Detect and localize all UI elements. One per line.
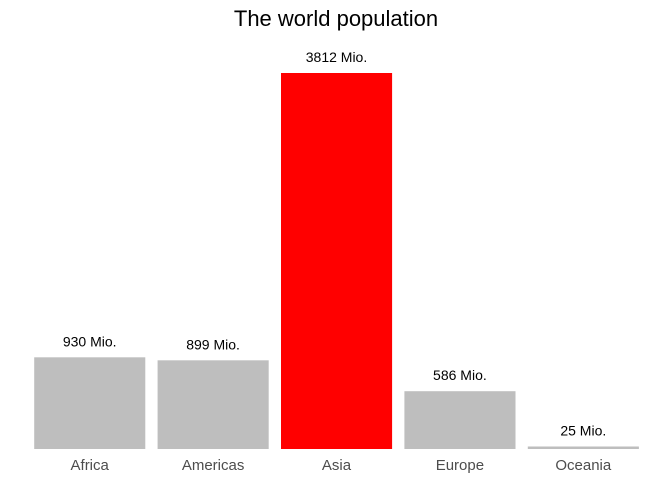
x-tick-label-americas: Americas [182, 457, 245, 474]
bar-americas [157, 360, 269, 449]
x-tick-label-oceania: Oceania [555, 457, 612, 474]
data-labels-group: 930 Mio. 899 Mio. 3812 Mio. 586 Mio. 25 Mio. [63, 49, 606, 439]
bar-asia [281, 73, 393, 449]
x-tick-label-europe: Europe [436, 457, 484, 474]
bar-africa [34, 357, 146, 449]
bars-group [34, 73, 639, 449]
data-label-oceania: 25 Mio. [560, 423, 606, 439]
chart-title: The world population [234, 6, 438, 31]
bar-europe [404, 391, 516, 449]
x-tick-label-africa: Africa [71, 457, 110, 474]
bar-oceania [527, 446, 639, 449]
x-axis-tick-labels: Africa Americas Asia Europe Oceania [71, 457, 612, 474]
data-label-americas: 899 Mio. [186, 336, 240, 352]
x-tick-label-asia: Asia [322, 457, 352, 474]
data-label-europe: 586 Mio. [433, 367, 487, 383]
data-label-asia: 3812 Mio. [306, 49, 367, 65]
data-label-africa: 930 Mio. [63, 333, 117, 349]
